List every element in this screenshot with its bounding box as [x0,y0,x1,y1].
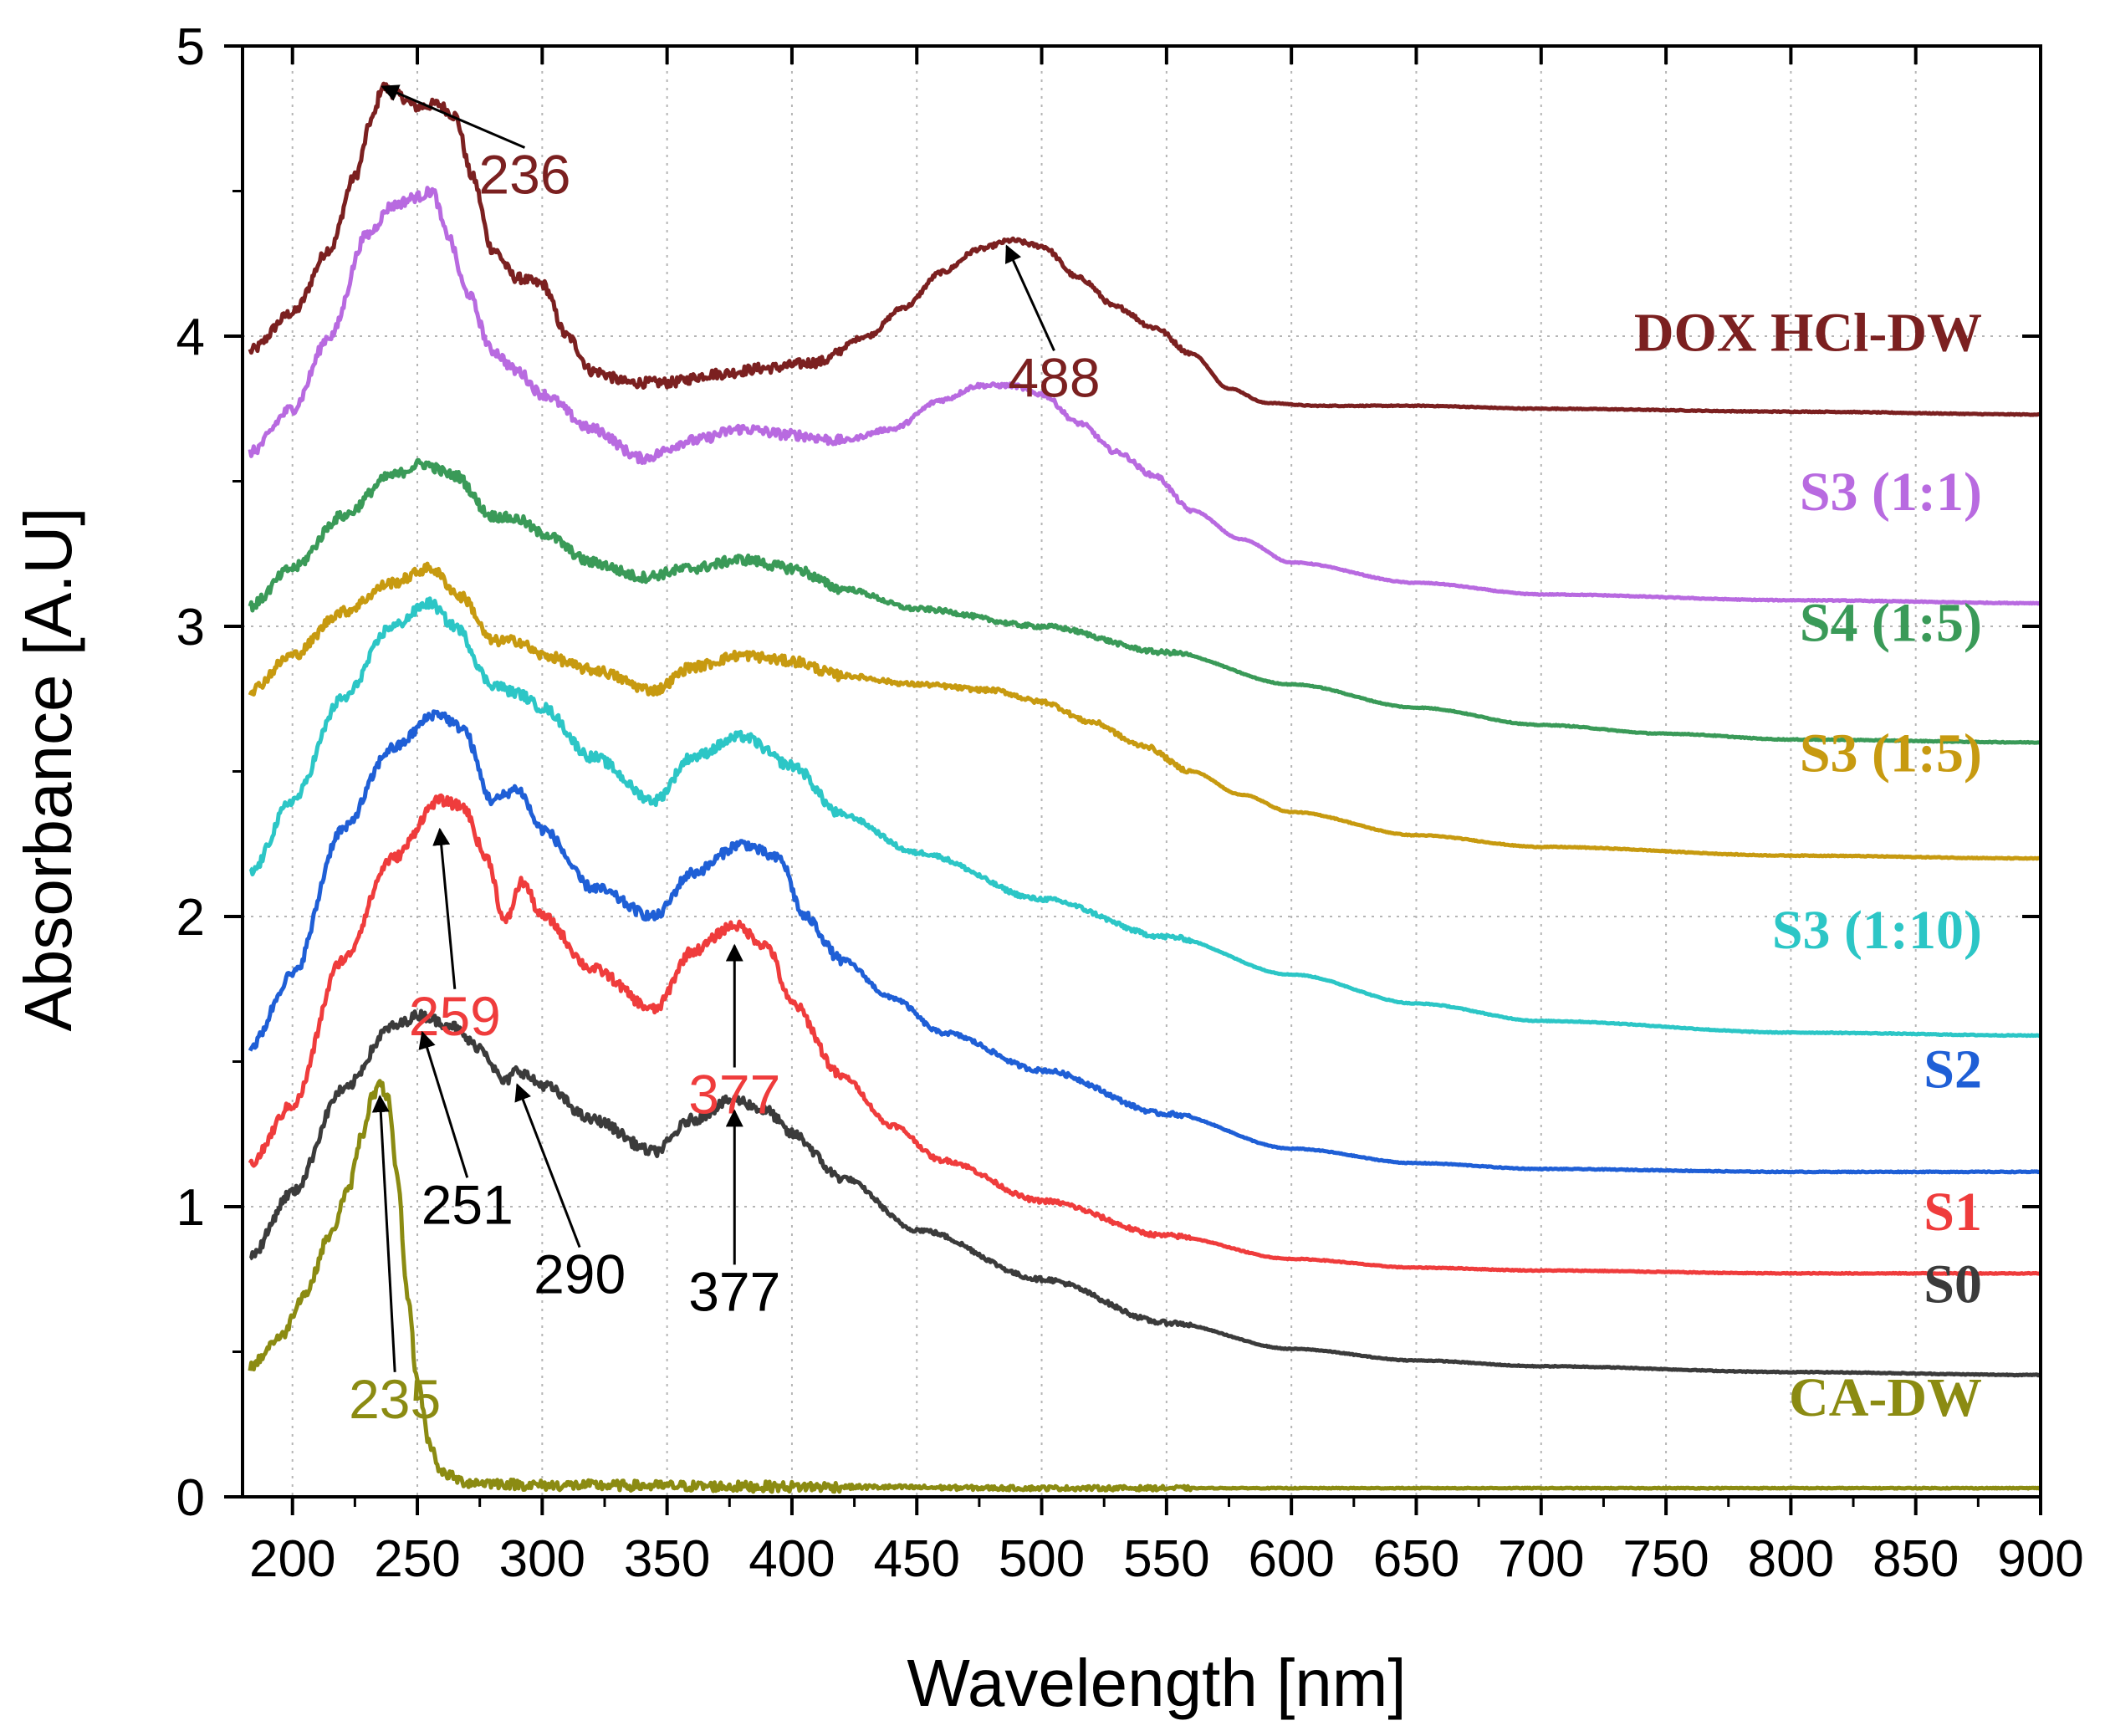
x-tick-label-550: 550 [1123,1530,1209,1588]
y-tick-label-5: 5 [176,18,205,76]
tick-labels: 200 250 300 350 400 450 500 550 600 650 700 750 800 8… [176,18,2084,1588]
series-layer [248,81,2042,1494]
series-label-1: S3 (1:1) [1800,462,1982,523]
series-line-dox-hcl-dw [248,81,2041,417]
series-line-s2 [248,709,2041,1175]
grid-lines [243,46,2041,1497]
series-label-7: S0 [1924,1254,1982,1315]
x-tick-label-500: 500 [999,1530,1085,1588]
x-tick-label-850: 850 [1873,1530,1959,1588]
y-axis-title: Absorbance [A.U] [11,508,85,1032]
series-labels: DOX HCl-DW S3 (1:1) S4 (1:5) S3 (1:5) S3 (1:… [1634,302,1982,1427]
x-axis-title: Wavelength [nm] [907,1646,1406,1720]
annotation-label-377-6: 377 [688,1260,780,1322]
annotation-label-290-5: 290 [534,1243,626,1305]
x-tick-label-600: 600 [1248,1530,1334,1588]
series-label-3: S3 (1:5) [1800,723,1982,784]
series-label-6: S1 [1924,1182,1982,1243]
annotation-arrow-290-5 [514,1083,581,1248]
annotation-label-236-0: 236 [478,143,570,205]
series-label-8: CA-DW [1789,1367,1982,1428]
annotation-arrow-488-1 [1005,244,1055,351]
annotation-arrow-251-4 [418,1030,469,1178]
y-tick-label-3: 3 [176,599,205,656]
series-label-2: S4 (1:5) [1800,592,1982,653]
x-tick-label-650: 650 [1373,1530,1459,1588]
plot-frame [241,44,2042,1499]
series-line-s1 [248,793,2041,1276]
x-tick-label-700: 700 [1498,1530,1584,1588]
x-tick-label-450: 450 [874,1530,960,1588]
y-tick-label-1: 1 [176,1179,205,1237]
x-tick-label-200: 200 [249,1530,335,1588]
series-label-0: DOX HCl-DW [1634,302,1982,363]
y-tick-label-2: 2 [176,889,205,947]
annotation-label-235-7: 235 [349,1368,441,1430]
annotation-label-251-4: 251 [422,1173,513,1235]
series-line-ca-dw [248,1079,2042,1494]
x-tick-label-400: 400 [749,1530,835,1588]
y-tick-label-4: 4 [176,309,205,366]
x-tick-label-350: 350 [624,1530,710,1588]
series-line-s4-1-5 [248,457,2041,745]
y-tick-label-0: 0 [176,1469,205,1527]
series-label-5: S2 [1924,1039,1982,1100]
axes [224,44,2042,1515]
annotation-arrow-236-0 [381,84,526,149]
series-line-s3-1-1 [248,186,2041,606]
x-tick-label-900: 900 [1997,1530,2083,1588]
series-label-4: S3 (1:10) [1772,900,1982,961]
x-tick-label-250: 250 [374,1530,460,1588]
annotation-arrow-235-7 [371,1095,396,1372]
series-line-s0 [248,1008,2042,1378]
series-line-s3-1-5 [248,561,2041,861]
series-line-s3-1-10 [248,596,2041,1039]
annotation-label-488-1: 488 [1008,346,1100,408]
x-tick-label-300: 300 [499,1530,585,1588]
x-tick-label-800: 800 [1748,1530,1834,1588]
x-tick-label-750: 750 [1622,1530,1709,1588]
annotation-arrow-259-2 [432,827,457,989]
